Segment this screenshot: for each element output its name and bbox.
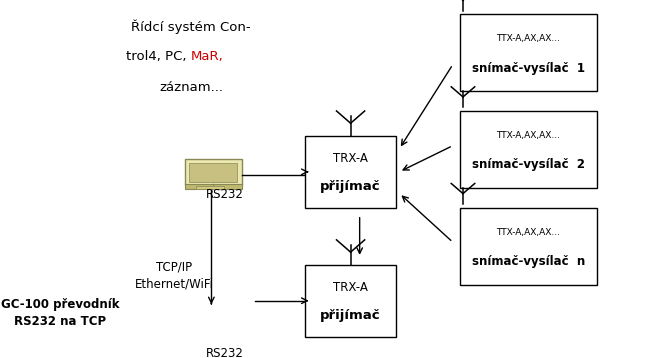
Text: snímač-vysílač  n: snímač-vysílač n <box>472 255 585 268</box>
Text: přijímač: přijímač <box>320 180 381 193</box>
Text: trol4, PC,: trol4, PC, <box>127 50 191 63</box>
FancyBboxPatch shape <box>185 184 242 189</box>
FancyBboxPatch shape <box>460 208 597 285</box>
FancyBboxPatch shape <box>460 14 597 91</box>
Text: snímač-vysílač  1: snímač-vysílač 1 <box>472 62 585 75</box>
FancyBboxPatch shape <box>185 159 242 185</box>
Text: přijímač: přijímač <box>320 309 381 321</box>
Text: TRX-A: TRX-A <box>333 153 368 165</box>
Text: RS232: RS232 <box>206 347 244 358</box>
Text: GC-100 převodník
RS232 na TCP: GC-100 převodník RS232 na TCP <box>1 298 119 328</box>
Text: TRX-A: TRX-A <box>333 281 368 294</box>
Text: TTX-A,AX,AX...: TTX-A,AX,AX... <box>497 228 560 237</box>
Text: TTX-A,AX,AX...: TTX-A,AX,AX... <box>497 131 560 140</box>
Text: TTX-A,AX,AX...: TTX-A,AX,AX... <box>497 34 560 43</box>
FancyBboxPatch shape <box>189 163 237 182</box>
FancyBboxPatch shape <box>305 136 396 208</box>
FancyBboxPatch shape <box>305 265 396 337</box>
Text: MaR,: MaR, <box>191 50 224 63</box>
FancyBboxPatch shape <box>196 186 224 189</box>
Text: RS232: RS232 <box>206 188 244 201</box>
Text: Řídcí systém Con-: Řídcí systém Con- <box>132 20 251 34</box>
FancyBboxPatch shape <box>460 111 597 188</box>
Text: záznam...: záznam... <box>159 81 223 93</box>
Text: snímač-vysílač  2: snímač-vysílač 2 <box>472 158 585 171</box>
Text: TCP/IP
Ethernet/WiFi: TCP/IP Ethernet/WiFi <box>135 261 214 291</box>
